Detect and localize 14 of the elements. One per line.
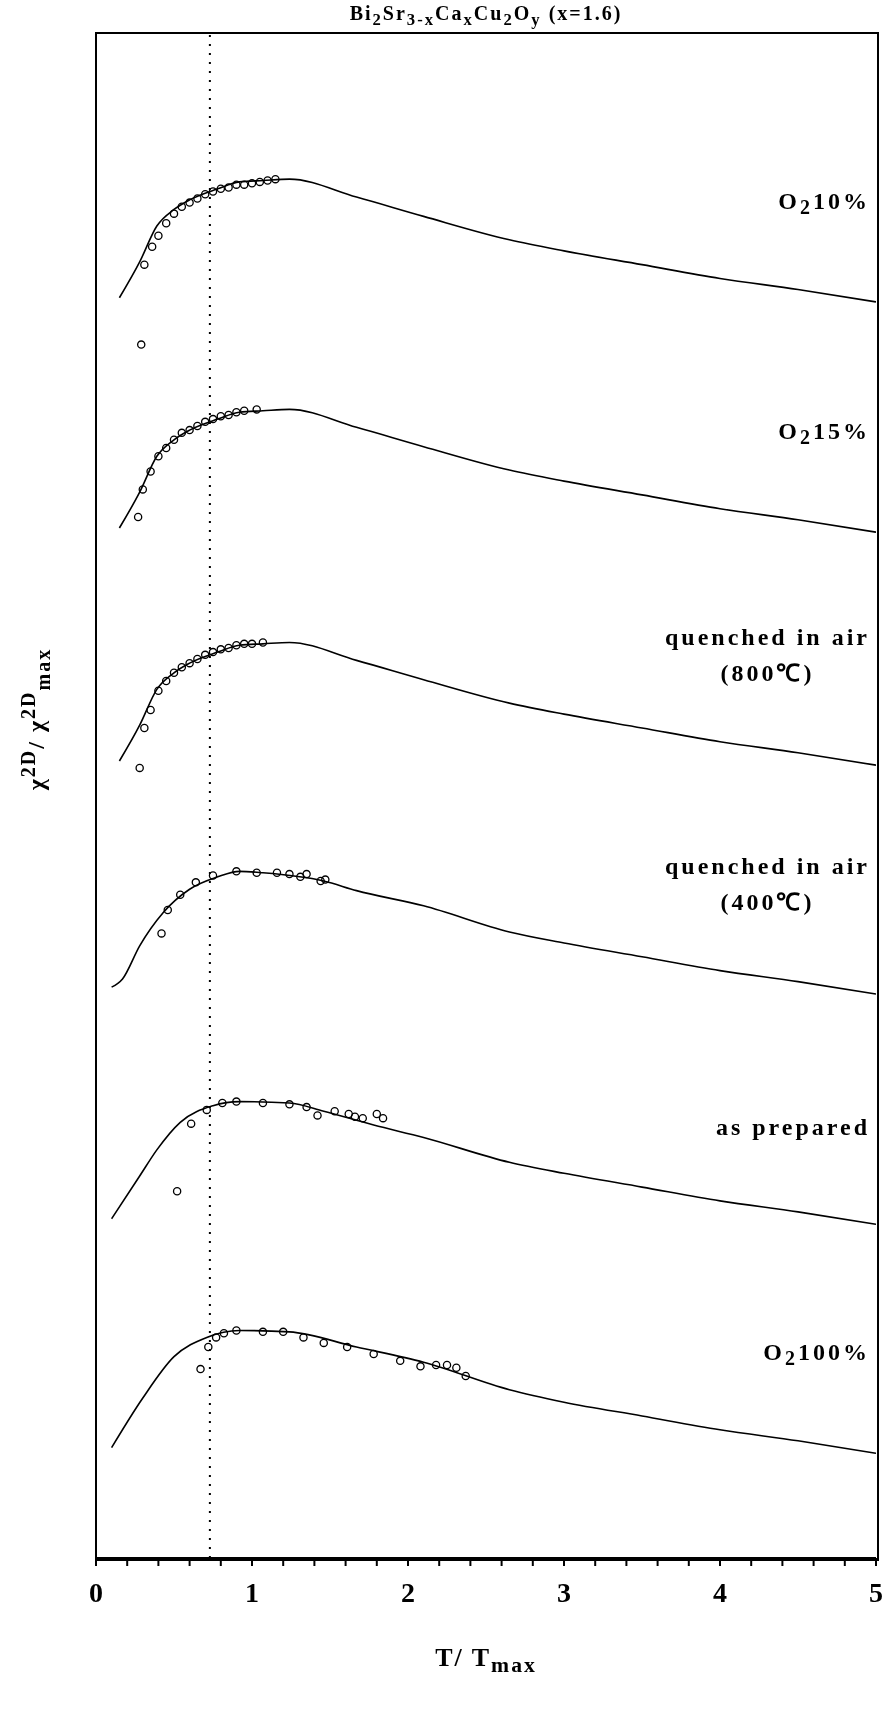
text: O$_{2}$15% <box>778 417 870 451</box>
series-label: quenched in air (800℃) <box>664 623 870 689</box>
text: as prepared <box>715 1112 870 1142</box>
text: O$_{2}$10% <box>778 186 870 221</box>
chart-title: Bi$_{2}$Sr$_{3-x}$Ca$_{x}$Cu$_{2}$O$_{y}$ (x=1.6) <box>349 2 623 29</box>
x-tick-label: 0 <box>89 1576 103 1608</box>
x-tick-label: 2 <box>401 1576 415 1608</box>
x-axis-title: T/ T$_{max}$ <box>434 1643 538 1679</box>
series-label: quenched in air (400℃) <box>664 852 870 918</box>
text: O$_{2}$100% <box>763 1338 870 1372</box>
x-tick-label: 1 <box>245 1576 259 1608</box>
x-tick-label: 5 <box>869 1576 883 1608</box>
x-tick-label: 3 <box>557 1576 571 1608</box>
x-tick-label: 4 <box>713 1576 727 1608</box>
